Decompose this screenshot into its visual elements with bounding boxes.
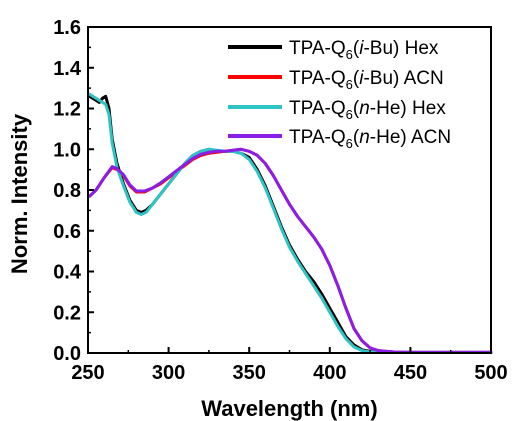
legend-label-3: TPA-Q6(n-He) ACN [289, 127, 451, 151]
x-tick-label: 400 [313, 362, 346, 384]
y-tick-label: 0.2 [53, 302, 81, 324]
y-tick-label: 1.0 [53, 139, 81, 161]
x-axis-title: Wavelength (nm) [201, 396, 377, 421]
x-axis: 250 300 350 400 450 500 [71, 347, 508, 384]
y-tick-label: 1.2 [53, 99, 81, 121]
legend-label-0: TPA-Q6(i-Bu) Hex [289, 38, 439, 62]
y-tick-label: 1.4 [53, 58, 82, 80]
x-tick-label: 500 [474, 362, 507, 384]
y-axis-title: Norm. Intensity [7, 113, 32, 274]
x-tick-label: 250 [71, 362, 104, 384]
x-tick-label: 350 [233, 362, 266, 384]
y-tick-label: 0.0 [53, 343, 81, 365]
legend: TPA-Q6(i-Bu) Hex TPA-Q6(i-Bu) ACN TPA-Q6(n… [228, 38, 451, 151]
legend-label-2: TPA-Q6(n-He) Hex [289, 98, 446, 122]
x-tick-label: 300 [152, 362, 185, 384]
y-axis: 0.0 0.2 0.4 0.6 0.8 1.0 1.2 1.4 1.6 [53, 17, 94, 365]
series-line-3 [88, 147, 493, 354]
y-tick-label: 1.6 [53, 17, 81, 39]
legend-label-1: TPA-Q6(i-Bu) ACN [289, 68, 444, 92]
x-tick-label: 450 [394, 362, 427, 384]
y-tick-label: 0.4 [53, 262, 82, 284]
y-tick-label: 0.6 [53, 221, 81, 243]
y-tick-label: 0.8 [53, 180, 81, 202]
